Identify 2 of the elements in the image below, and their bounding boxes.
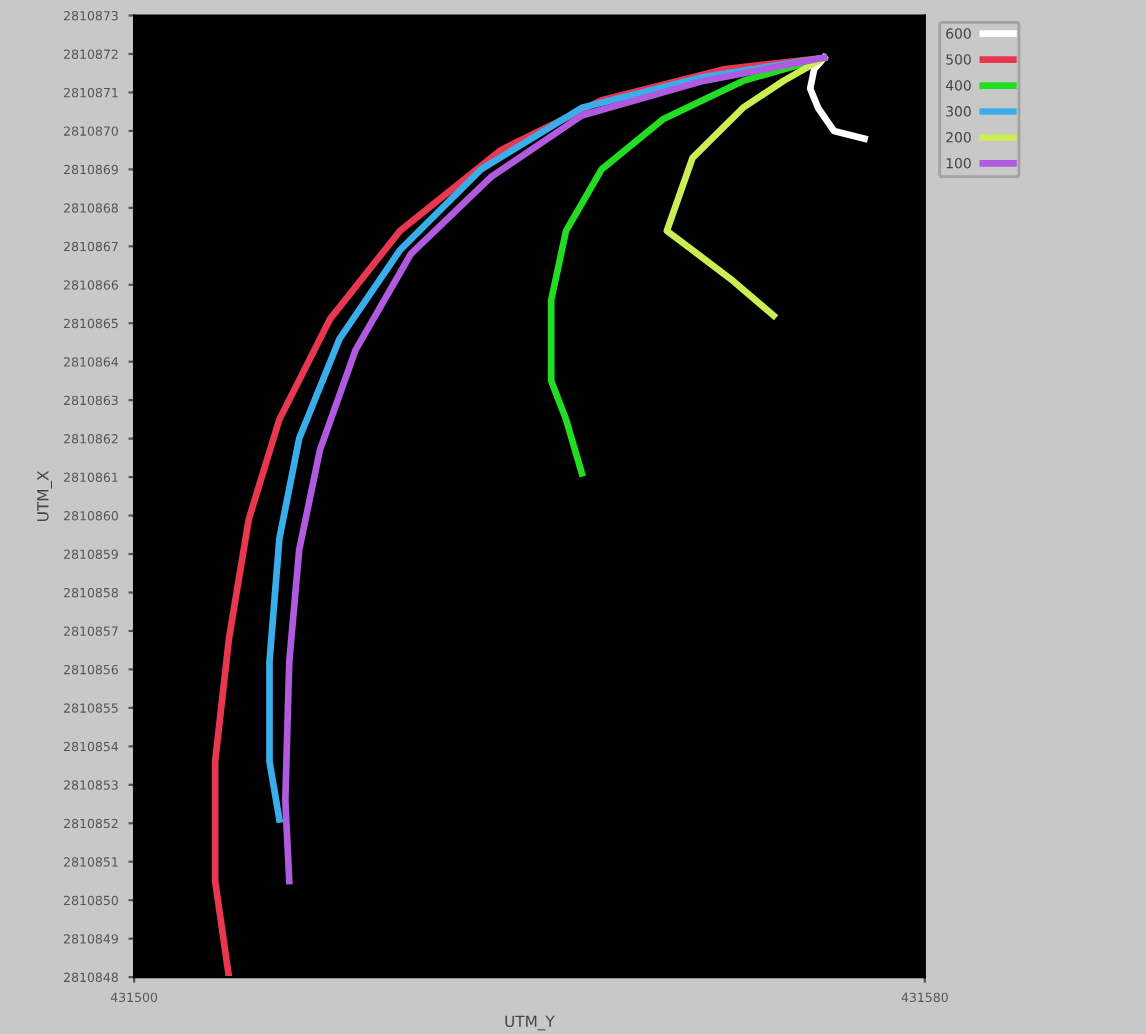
line-series (806, 54, 868, 142)
line-series (663, 54, 828, 319)
